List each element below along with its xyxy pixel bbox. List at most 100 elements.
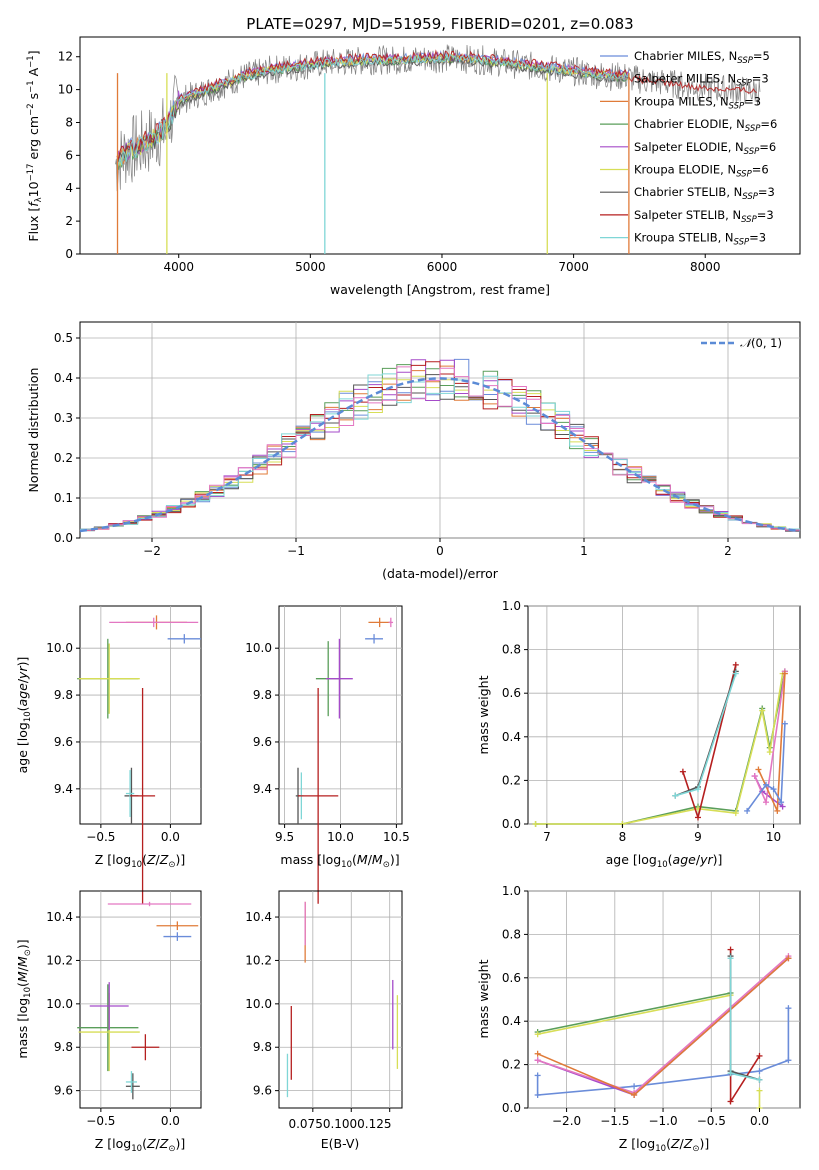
x-tick-label: 5000 bbox=[295, 260, 326, 274]
age-mass-points bbox=[295, 617, 394, 904]
legend-label: Kroupa MILES, NSSP=3 bbox=[634, 94, 761, 111]
y-tick-label: 0.2 bbox=[502, 773, 521, 787]
normal-legend-label: 𝒩(0, 1) bbox=[740, 336, 782, 350]
mass-vs-ebv-panel: 9.6 9.8 10.0 10.2 10.4 0.0750.1000.125 E(B-V… bbox=[245, 890, 403, 1151]
x-tick-label: 8 bbox=[619, 830, 627, 844]
histogram-legend: 𝒩(0, 1) bbox=[701, 336, 782, 350]
age-z-grid bbox=[80, 606, 201, 824]
age-mass-grid bbox=[279, 606, 402, 824]
normal-curve bbox=[79, 377, 801, 533]
age-vs-mass-panel: 9.5 10.0 10.5 9.4 9.6 9.8 10.0 mass [log10(M/M… bbox=[245, 605, 410, 904]
y-tick-label: 0.4 bbox=[502, 730, 521, 744]
age-z-points bbox=[77, 615, 201, 904]
weight-age-frame bbox=[527, 605, 801, 825]
weight-z-ylabel: mass weight bbox=[476, 959, 491, 1038]
y-tick-label: 10.0 bbox=[46, 997, 73, 1011]
age-z-xlabel: Z [log10(Z/Z⊙)] bbox=[95, 852, 185, 870]
spectrum-title: PLATE=0297, MJD=51959, FIBERID=0201, z=0… bbox=[246, 15, 633, 33]
legend-label: Chabrier MILES, NSSP=5 bbox=[634, 49, 770, 66]
x-tick-label: 10.5 bbox=[383, 830, 410, 844]
x-tick-label: 6000 bbox=[427, 260, 458, 274]
model-spectrum-line bbox=[116, 53, 629, 166]
y-tick-label: 10.0 bbox=[245, 641, 272, 655]
model-spectrum-line bbox=[116, 54, 629, 170]
y-tick-label: 8 bbox=[65, 115, 73, 129]
y-tick-label: 12 bbox=[58, 50, 73, 64]
x-tick-label: 2 bbox=[724, 544, 732, 558]
y-tick-label: 9.6 bbox=[253, 735, 272, 749]
x-tick-label: 7 bbox=[543, 830, 551, 844]
model-spectrum-line bbox=[116, 55, 629, 163]
y-tick-label: 0.6 bbox=[502, 971, 521, 985]
y-tick-label: 10.4 bbox=[46, 910, 73, 924]
x-tick-label: 10 bbox=[766, 830, 781, 844]
mass-z-ylabel: mass [log10(M/M⊙)] bbox=[15, 939, 33, 1058]
y-tick-label: 0.0 bbox=[502, 1101, 521, 1115]
y-tick-label: 10.2 bbox=[245, 953, 272, 967]
x-tick-label: −0.5 bbox=[697, 1114, 726, 1128]
y-tick-label: 9.8 bbox=[54, 1040, 73, 1054]
mass-z-frame bbox=[79, 890, 202, 1109]
x-tick-label: −1.5 bbox=[600, 1114, 629, 1128]
y-tick-label: 10 bbox=[58, 83, 73, 97]
age-z-frame bbox=[79, 605, 202, 825]
x-tick-label: −0.5 bbox=[86, 830, 115, 844]
y-tick-label: 6 bbox=[65, 148, 73, 162]
y-tick-label: 0.4 bbox=[54, 371, 73, 385]
age-mass-ticks: 9.5 10.0 10.5 9.4 9.6 9.8 10.0 bbox=[245, 641, 409, 844]
x-tick-label: 0 bbox=[436, 544, 444, 558]
mass-vs-metallicity-panel: −0.5 0.0 9.6 9.8 10.0 10.2 10.4 Z [log10(Z/Z⊙)… bbox=[15, 890, 202, 1154]
residual-histogram-step bbox=[80, 366, 800, 531]
y-tick-label: 9.6 bbox=[54, 735, 73, 749]
spectrum-curves bbox=[115, 44, 761, 254]
weight-z-xlabel: Z [log10(Z/Z⊙)] bbox=[619, 1136, 709, 1154]
legend-label: Kroupa ELODIE, NSSP=6 bbox=[634, 163, 769, 180]
weight-z-grid bbox=[528, 890, 800, 1109]
mass-ebv-ticks: 9.6 9.8 10.0 10.2 10.4 bbox=[245, 910, 391, 1112]
mass-weight-line bbox=[536, 1008, 790, 1096]
x-tick-label: −1 bbox=[287, 544, 305, 558]
y-tick-label: 1.0 bbox=[502, 884, 521, 898]
age-vs-metallicity-panel: −0.5 0.0 9.4 9.6 9.8 10.0 Z [log10(Z/Z⊙)] age… bbox=[15, 605, 202, 904]
x-tick-label: −2 bbox=[143, 544, 161, 558]
y-tick-label: 9.4 bbox=[54, 782, 73, 796]
x-tick-label: 8000 bbox=[690, 260, 721, 274]
model-spectrum-line bbox=[116, 49, 757, 161]
legend-label: Salpeter MILES, NSSP=3 bbox=[634, 72, 769, 89]
x-tick-label: −0.5 bbox=[86, 1114, 115, 1128]
y-tick-label: 0.0 bbox=[502, 817, 521, 831]
x-tick-label: 0.0 bbox=[750, 1114, 769, 1128]
weight-age-grid bbox=[528, 605, 800, 825]
y-tick-label: 0.8 bbox=[502, 643, 521, 657]
mass-weight-line bbox=[535, 673, 784, 825]
spectrum-frame bbox=[79, 36, 801, 255]
weight-age-ylabel: mass weight bbox=[476, 675, 491, 754]
y-tick-label: 9.6 bbox=[54, 1084, 73, 1098]
y-tick-label: 0.0 bbox=[54, 531, 73, 545]
mass-ebv-points bbox=[286, 901, 399, 1098]
y-tick-label: 10.0 bbox=[245, 997, 272, 1011]
y-tick-label: 1.0 bbox=[502, 599, 521, 613]
mass-weight-line bbox=[537, 992, 731, 1033]
legend-label: Salpeter STELIB, NSSP=3 bbox=[634, 208, 774, 225]
residual-histogram-step bbox=[80, 373, 800, 530]
x-tick-label: 1 bbox=[580, 544, 588, 558]
histogram-ylabel: Normed distribution bbox=[26, 368, 41, 493]
y-tick-label: 0.2 bbox=[502, 1058, 521, 1072]
weight-vs-metallicity-panel: −2.0 −1.5 −1.0 −0.5 0.0 0.0 0.2 0.4 0.6 0.8 1.0 Z … bbox=[476, 884, 801, 1154]
y-tick-label: 10.0 bbox=[46, 641, 73, 655]
mass-z-grid bbox=[80, 891, 201, 1108]
mass-z-points bbox=[77, 901, 199, 1100]
y-tick-label: 9.6 bbox=[253, 1084, 272, 1098]
weight-age-lines bbox=[532, 661, 788, 827]
spectrum-ylabel: Flux [fλ10−17 erg cm−2 s−1 A−1] bbox=[26, 50, 44, 241]
x-tick-label: 0.0 bbox=[161, 830, 180, 844]
x-tick-label: 4000 bbox=[163, 260, 194, 274]
y-tick-label: 4 bbox=[65, 181, 73, 195]
y-tick-label: 0.3 bbox=[54, 411, 73, 425]
x-tick-label: 7000 bbox=[558, 260, 589, 274]
y-tick-label: 9.4 bbox=[253, 782, 272, 796]
spectrum-legend: Chabrier MILES, NSSP=5 Salpeter MILES, NS… bbox=[600, 49, 777, 248]
legend-label: Chabrier STELIB, NSSP=3 bbox=[634, 185, 775, 202]
